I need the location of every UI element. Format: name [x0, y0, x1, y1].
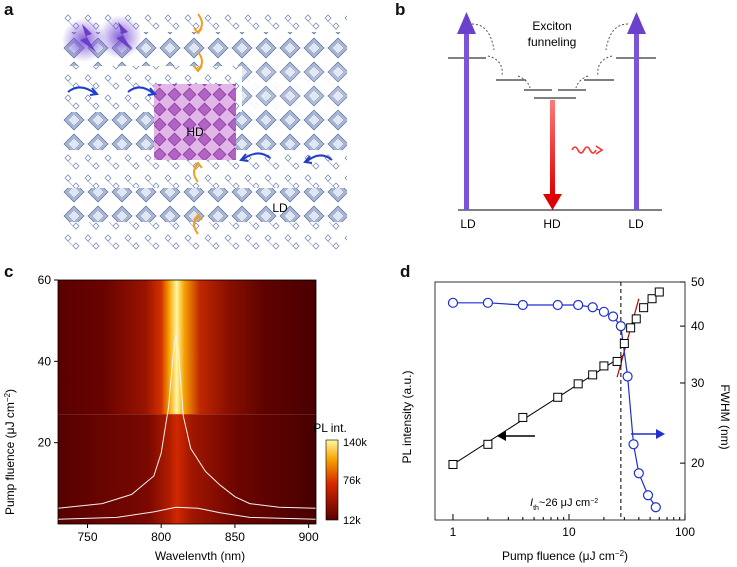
fwhm-point: [552, 299, 563, 311]
d-plot-frame: [434, 281, 686, 521]
d-left-y-axis-label: PL intensity (a.u.): [400, 371, 414, 464]
c-x-axis-label: Wavelenvth (nm): [155, 549, 245, 563]
fwhm-point: [607, 311, 619, 322]
fwhm-point: [517, 299, 528, 311]
funneling-label-2: funneling: [528, 35, 577, 49]
d-right-y-tick-label: 40: [691, 319, 705, 333]
c-y-axis-label: Pump fluence (μJ cm−2): [3, 389, 18, 515]
threshold-annotation: Ith~26 μJ cm−2: [530, 497, 598, 512]
panel-a-label: a: [4, 0, 14, 19]
c-x-tick-label: 800: [151, 530, 171, 544]
colorbar-tick-min: 12k: [343, 515, 361, 527]
transfer-arrows-orange: [193, 13, 203, 235]
fwhm-point: [573, 299, 584, 311]
hd-region-label: HD: [186, 125, 204, 139]
fwhm-point: [587, 302, 598, 313]
pl-intensity-point: [639, 303, 649, 313]
d-right-y-tick-label: 30: [691, 376, 705, 390]
panel-c-label: c: [4, 262, 14, 281]
c-plot-frame: [57, 279, 317, 525]
spectrum-line-2: [57, 506, 317, 520]
pl-intensity-point: [553, 392, 563, 402]
ld-region-label: LD: [272, 201, 288, 215]
fwhm-point: [598, 306, 610, 317]
colorbar-tick-mid: 76k: [343, 475, 361, 487]
d-x-tick-label: 10: [562, 525, 576, 539]
ld-left-label: LD: [460, 217, 476, 231]
fwhm-point: [447, 297, 459, 308]
c-x-tick-label: 850: [225, 530, 245, 544]
d-x-tick-label: 1: [450, 525, 457, 539]
pl-intensity-point: [599, 361, 609, 371]
panel-b-energy-diagram: Exciton funneling LD HD LD: [448, 12, 662, 231]
heatmap-above-threshold: [58, 280, 316, 415]
left-axis-arrow-head: [497, 431, 506, 441]
hd-region: [154, 84, 236, 160]
c-x-tick-label: 750: [77, 530, 97, 544]
c-x-tick-label: 900: [299, 530, 319, 544]
c-y-tick-label: 20: [38, 436, 52, 450]
absorption-arrows: [457, 12, 646, 210]
hd-center-label: HD: [543, 217, 561, 231]
fwhm-point: [633, 468, 644, 479]
pl-intensity-point: [588, 370, 598, 380]
fwhm-point: [650, 502, 661, 513]
pl-intensity-point: [612, 356, 622, 366]
c-y-tick-label: 40: [38, 354, 52, 368]
d-x-tick-label: 100: [675, 525, 695, 539]
spectrum-line-1: [57, 333, 317, 509]
funneling-arrows: [471, 23, 629, 89]
transfer-arrows-blue: [67, 86, 333, 164]
pl-intensity-point: [631, 314, 641, 324]
colorbar-title: PL int.: [313, 421, 347, 435]
panel-b-label: b: [395, 0, 406, 19]
fwhm-point: [628, 439, 639, 450]
d-right-y-axis-label: FWHM (nm): [718, 384, 732, 449]
energy-levels: [448, 57, 656, 99]
d-x-axis-label: Pump fluence (μJ cm−2): [502, 549, 628, 564]
right-axis-arrow-head: [656, 429, 665, 439]
pl-intensity-point: [573, 379, 583, 389]
panel-d-scatter-chart: 1 10 100 20 30 40 50 Pump fluence (μJ cm−2) PL…: [400, 275, 732, 564]
colorbar: [325, 439, 339, 521]
d-right-y-tick-label: 50: [691, 275, 705, 289]
fwhm-point: [642, 490, 654, 501]
fwhm-line: [452, 302, 657, 508]
fwhm-point: [615, 321, 626, 332]
pl-intensity-point: [619, 339, 629, 349]
lightning-icon: [80, 22, 132, 52]
pl-intensity-point: [626, 323, 636, 333]
pl-intensity-point: [647, 294, 657, 304]
d-right-y-tick-label: 20: [691, 456, 705, 470]
pl-intensity-point: [448, 459, 458, 469]
pl-intensity-point: [654, 287, 664, 297]
ld-right-label: LD: [628, 217, 644, 231]
panel-d-label: d: [400, 262, 411, 281]
pl-intensity-point: [483, 439, 493, 449]
fit-line-below: [452, 354, 625, 465]
colorbar-tick-max: 140k: [343, 437, 367, 449]
panel-a-lattice: HD LD: [62, 12, 347, 250]
c-y-tick-label: 60: [38, 273, 52, 287]
funneling-label-1: Exciton: [532, 19, 571, 33]
emission-arrow: [543, 100, 604, 210]
pl-intensity-point: [518, 412, 528, 422]
fwhm-point: [482, 297, 493, 308]
fwhm-point: [622, 371, 633, 382]
